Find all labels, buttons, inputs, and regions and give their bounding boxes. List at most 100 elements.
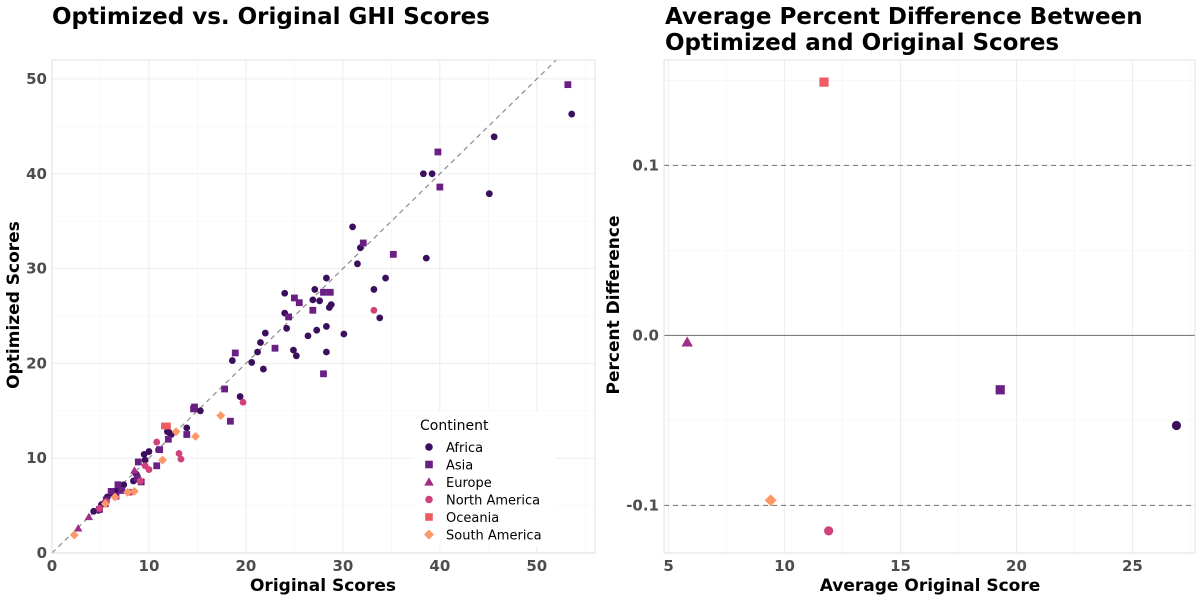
point-asia [118, 487, 126, 494]
point-africa [490, 133, 498, 141]
point-oceania [819, 77, 829, 87]
legend-label-europe: Europe [446, 476, 492, 491]
right-y-tick-label: 0.1 [632, 156, 659, 174]
point-south-america [100, 499, 110, 509]
legend-key-europe [424, 477, 434, 486]
left-panel-border [51, 59, 596, 554]
left-x-tick-labels: 0 10 20 30 40 50 [47, 557, 547, 575]
point-asia [995, 385, 1005, 395]
right-y-tick-label: 0.0 [632, 326, 659, 344]
point-asia [291, 294, 298, 302]
legend-entries: Africa Asia Europe North America Oceania Sout… [424, 441, 542, 544]
point-africa [261, 329, 269, 337]
point-africa [259, 365, 267, 373]
legend-key-africa [425, 443, 433, 451]
point-africa [236, 393, 244, 400]
point-asia [153, 462, 161, 470]
point-asia [227, 417, 234, 425]
point-asia [309, 306, 317, 314]
point-africa [254, 348, 261, 356]
legend-key-north-america [425, 495, 433, 504]
right-x-tick-label: 10 [774, 557, 795, 575]
point-africa [90, 507, 98, 515]
point-asia [326, 288, 334, 296]
point-africa [340, 330, 348, 338]
right-y-tick-label: -0.1 [626, 496, 659, 514]
left-chart-title: Optimized vs. Original GHI Scores [52, 4, 490, 30]
point-north-america [96, 505, 103, 512]
right-y-axis-title: Percent Difference [604, 216, 624, 395]
right-chart-title-line1: Average Percent Difference Between [665, 4, 1143, 30]
point-africa [1171, 420, 1182, 431]
left-y-tick-label: 50 [26, 70, 47, 88]
point-north-america [141, 462, 149, 470]
point-africa [485, 190, 493, 198]
point-africa [292, 352, 300, 360]
left-y-tick-label: 40 [26, 165, 47, 183]
point-south-america [110, 492, 120, 502]
left-x-tick-label: 20 [235, 557, 256, 575]
point-africa [183, 424, 191, 432]
point-asia [221, 385, 228, 393]
left-y-tick-label: 10 [26, 449, 47, 467]
right-chart-title-line2: Optimized and Original Scores [665, 30, 1059, 56]
point-north-america [370, 306, 378, 314]
point-asia [434, 148, 442, 156]
right-x-tick-labels: 5 10 15 20 25 [663, 557, 1142, 575]
point-europe [130, 466, 139, 474]
point-asia [389, 250, 397, 258]
legend-key-south-america [424, 529, 434, 540]
point-africa [283, 324, 291, 332]
point-north-america [239, 398, 247, 406]
left-y-tick-label: 20 [26, 354, 47, 372]
point-asia [285, 313, 292, 321]
right-x-tick-label: 5 [663, 557, 673, 575]
point-africa [141, 456, 149, 464]
point-south-america [158, 455, 167, 465]
point-asia [564, 81, 572, 89]
point-asia [190, 405, 197, 413]
point-africa [248, 359, 256, 366]
right-x-axis-title: Average Original Score [820, 576, 1041, 596]
point-africa [422, 254, 430, 262]
point-africa [228, 357, 236, 364]
point-africa [428, 170, 436, 178]
left-y-tick-labels: 0 10 20 30 40 50 [26, 70, 47, 562]
point-asia [107, 487, 115, 495]
point-asia [436, 183, 444, 191]
point-africa [309, 296, 317, 304]
point-africa [304, 332, 312, 340]
point-oceania [161, 422, 168, 430]
point-asia [114, 481, 122, 489]
point-asia [320, 370, 327, 378]
point-north-america [153, 438, 161, 446]
point-africa [325, 304, 333, 311]
point-africa [313, 326, 321, 334]
point-africa [196, 407, 204, 415]
point-africa [354, 260, 361, 268]
right-y-tick-labels: -0.1 0.0 0.1 [626, 156, 659, 514]
right-x-tick-label: 25 [1122, 557, 1143, 575]
scatter-percent-difference: Average Percent Difference Between Optim… [604, 4, 1196, 596]
left-x-tick-label: 0 [47, 557, 57, 575]
left-x-axis-title: Original Scores [250, 576, 396, 596]
point-africa [349, 223, 356, 231]
point-africa [323, 323, 330, 330]
point-africa [311, 286, 319, 293]
point-north-america [824, 526, 834, 536]
point-asia [271, 344, 279, 352]
legend-label-south-america: South America [446, 529, 542, 544]
right-reference-lines [664, 164, 1195, 506]
point-asia [134, 458, 142, 466]
point-asia [183, 431, 191, 438]
point-africa [323, 348, 330, 356]
point-africa [376, 314, 384, 322]
legend: Continent Africa Asia Europe North America O… [414, 412, 556, 546]
point-asia [164, 435, 172, 443]
point-south-america [69, 530, 79, 540]
right-data-points [681, 77, 1182, 536]
point-asia [295, 299, 303, 307]
scatter-optimized-vs-original: Optimized vs. Original GHI Scores 0 10 20 3… [4, 4, 596, 596]
point-africa [323, 274, 330, 282]
